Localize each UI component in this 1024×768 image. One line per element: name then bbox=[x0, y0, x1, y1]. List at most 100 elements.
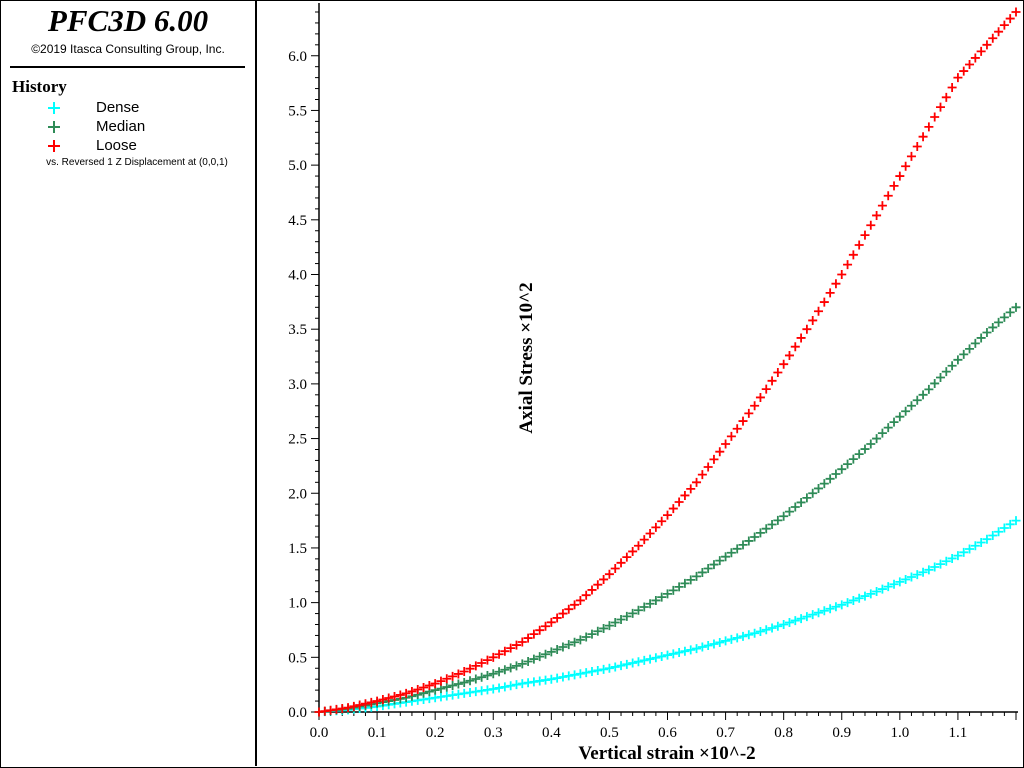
data-point-loose bbox=[593, 580, 603, 590]
data-point-loose bbox=[1005, 14, 1015, 24]
data-point-loose bbox=[976, 46, 986, 56]
data-point-dense bbox=[883, 582, 893, 592]
data-point-loose bbox=[453, 669, 463, 679]
data-point-median bbox=[465, 676, 475, 686]
data-point-loose bbox=[738, 416, 748, 426]
data-point-dense bbox=[1011, 516, 1021, 526]
data-point-median bbox=[651, 595, 661, 605]
data-point-loose bbox=[575, 595, 585, 605]
data-point-dense bbox=[738, 631, 748, 641]
data-point-median bbox=[692, 571, 702, 581]
data-point-dense bbox=[912, 570, 922, 580]
data-point-dense bbox=[755, 627, 765, 636]
data-point-loose bbox=[1011, 7, 1021, 17]
data-point-median bbox=[506, 663, 516, 673]
legend-item-dense: Dense bbox=[1, 98, 255, 117]
data-point-loose bbox=[773, 368, 783, 377]
x-tick-label: 0.6 bbox=[658, 725, 677, 741]
data-point-loose bbox=[901, 161, 911, 171]
y-tick-label: 2.5 bbox=[288, 432, 307, 448]
data-point-median bbox=[628, 608, 638, 618]
legend-marker-median bbox=[48, 121, 60, 133]
data-point-dense bbox=[837, 600, 847, 610]
data-point-loose bbox=[837, 270, 847, 279]
y-tick-label: 3.5 bbox=[288, 322, 307, 338]
data-point-loose bbox=[407, 686, 417, 696]
data-point-loose bbox=[523, 633, 533, 643]
data-point-loose bbox=[802, 324, 812, 334]
y-tick-label: 4.0 bbox=[288, 268, 307, 284]
data-point-loose bbox=[930, 112, 940, 122]
data-point-loose bbox=[622, 552, 632, 562]
data-point-median bbox=[773, 515, 783, 525]
data-point-loose bbox=[814, 306, 824, 316]
data-point-dense bbox=[651, 653, 661, 663]
legend-item-loose: Loose bbox=[1, 136, 255, 155]
data-point-dense bbox=[854, 593, 864, 603]
y-axis-title: Axial Stress ×10^2 bbox=[516, 282, 537, 433]
data-point-loose bbox=[895, 171, 905, 181]
legend-item-median: Median bbox=[1, 117, 255, 136]
data-point-loose bbox=[808, 315, 818, 325]
data-point-median bbox=[1011, 302, 1021, 312]
x-tick-label: 0.9 bbox=[832, 725, 851, 741]
data-point-median bbox=[738, 540, 748, 550]
data-point-loose bbox=[633, 541, 643, 551]
y-tick-label: 1.5 bbox=[288, 541, 307, 557]
data-point-median bbox=[872, 434, 882, 444]
data-point-median bbox=[959, 349, 969, 359]
data-point-loose bbox=[436, 676, 446, 686]
data-point-loose bbox=[860, 230, 870, 240]
data-point-loose bbox=[471, 661, 481, 671]
x-axis: 0.0 0.1 0.2 0.3 0.4 0.5 0.6 0.7 0.8 0.9 1.0 1.1 bbox=[310, 711, 1018, 741]
y-axis: 0.0 0.5 1.0 1.5 2.0 2.5 3.0 3.5 4.0 4.5 5.0 5.5 6.0 bbox=[288, 3, 320, 721]
data-point-loose bbox=[535, 625, 545, 635]
data-point-dense bbox=[668, 649, 678, 659]
x-tick-label: 0.0 bbox=[310, 725, 329, 741]
data-point-median bbox=[744, 536, 754, 546]
data-point-dense bbox=[750, 628, 760, 638]
data-point-loose bbox=[570, 600, 580, 610]
data-point-median bbox=[523, 656, 533, 666]
data-point-loose bbox=[918, 132, 928, 142]
data-point-loose bbox=[843, 260, 853, 270]
data-point-median bbox=[529, 654, 539, 664]
data-point-median bbox=[988, 322, 998, 332]
data-point-median bbox=[633, 605, 643, 615]
data-point-median bbox=[453, 679, 463, 689]
x-tick-label: 0.4 bbox=[542, 725, 561, 741]
data-point-dense bbox=[546, 674, 556, 684]
data-point-median bbox=[697, 567, 707, 577]
data-point-median bbox=[721, 552, 731, 562]
data-point-dense bbox=[575, 669, 585, 679]
copyright-text: ©2019 Itasca Consulting Group, Inc. bbox=[31, 42, 225, 56]
data-point-median bbox=[877, 428, 887, 438]
data-point-median bbox=[790, 502, 800, 512]
data-point-median bbox=[796, 497, 806, 507]
data-point-median bbox=[999, 312, 1009, 322]
data-point-median bbox=[657, 592, 667, 602]
x-tick-label: 0.1 bbox=[368, 725, 387, 741]
data-point-dense bbox=[796, 614, 806, 624]
data-point-dense bbox=[819, 606, 829, 616]
data-point-median bbox=[901, 406, 911, 416]
data-point-loose bbox=[726, 431, 736, 441]
data-point-median bbox=[610, 618, 620, 628]
data-point-dense bbox=[924, 565, 934, 575]
data-point-loose bbox=[953, 73, 963, 83]
data-point-dense bbox=[988, 530, 998, 540]
series-dense bbox=[314, 516, 1021, 717]
data-point-loose bbox=[401, 688, 411, 698]
data-point-dense bbox=[767, 623, 777, 633]
data-point-loose bbox=[494, 649, 504, 659]
data-point-dense bbox=[802, 612, 812, 622]
data-point-loose bbox=[424, 681, 434, 691]
data-point-dense bbox=[947, 553, 957, 563]
data-point-dense bbox=[965, 544, 975, 554]
data-point-median bbox=[541, 649, 551, 659]
data-point-loose bbox=[366, 697, 376, 707]
legend-title: History bbox=[12, 77, 67, 96]
y-tick-label: 0.5 bbox=[288, 650, 307, 666]
data-point-dense bbox=[761, 625, 771, 635]
data-point-loose bbox=[419, 683, 429, 692]
